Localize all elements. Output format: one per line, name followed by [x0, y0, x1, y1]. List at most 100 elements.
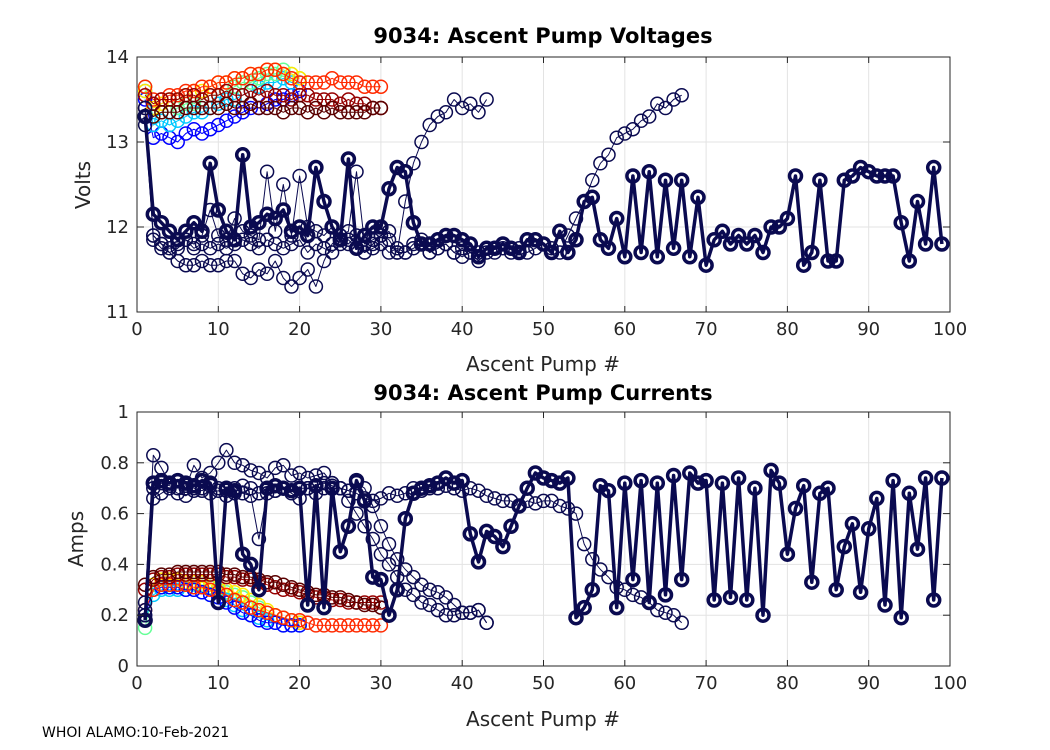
voltage-data-point	[479, 92, 494, 107]
current-data-point	[194, 564, 210, 580]
voltage-data-point	[299, 227, 316, 244]
current-data-point	[844, 516, 861, 532]
current-data-point	[251, 531, 267, 547]
voltage-data-point	[682, 249, 698, 265]
voltage-data-point	[178, 257, 194, 273]
current-data-point	[316, 465, 332, 481]
voltage-data-point	[706, 232, 722, 248]
current-data-point	[275, 480, 292, 496]
current-data-point	[170, 572, 185, 587]
current-data-point	[665, 467, 682, 484]
current-data-point	[625, 571, 641, 588]
voltage-data-point	[308, 92, 324, 107]
current-x-tick-label: 90	[857, 673, 880, 694]
current-data-point	[373, 546, 389, 562]
current-data-point	[422, 597, 437, 613]
voltage-data-point	[259, 66, 275, 82]
voltage-data-point	[609, 130, 624, 145]
current-data-point	[446, 607, 462, 623]
current-data-point	[227, 455, 242, 471]
current-data-point	[576, 599, 592, 616]
current-data-point	[333, 618, 348, 633]
current-data-point	[218, 480, 235, 496]
voltage-data-point	[292, 168, 307, 184]
current-data-point	[869, 490, 885, 507]
current-data-point	[137, 612, 153, 629]
voltage-data-point	[405, 214, 422, 231]
voltage-data-point	[202, 79, 218, 94]
voltage-data-point	[194, 223, 210, 240]
current-data-point	[617, 475, 633, 491]
voltage-data-point	[186, 236, 202, 252]
voltage-data-point	[227, 79, 242, 94]
voltage-data-point	[276, 62, 291, 78]
voltage-data-point	[357, 96, 372, 112]
voltage-data-point	[251, 232, 267, 248]
voltage-data-point	[202, 257, 218, 273]
current-data-point	[779, 546, 796, 562]
current-data-point	[722, 589, 739, 606]
voltage-data-point	[227, 100, 242, 116]
voltage-data-point	[251, 262, 267, 277]
current-data-point	[349, 595, 364, 610]
current-data-point	[471, 483, 486, 498]
voltage-data-point	[316, 75, 332, 90]
current-y-axis-label: Amps	[64, 511, 88, 567]
voltage-data-point	[284, 71, 299, 86]
voltage-data-point	[194, 92, 210, 107]
current-data-point	[503, 518, 519, 535]
current-data-point	[836, 538, 853, 555]
current-data-point	[202, 475, 218, 491]
current-x-tick-label: 50	[532, 673, 555, 694]
current-data-point	[909, 541, 926, 557]
voltage-data-point	[267, 62, 283, 78]
voltage-data-point	[292, 270, 307, 286]
current-data-point	[178, 582, 194, 598]
voltage-data-point	[259, 266, 275, 282]
current-x-tick-label: 70	[695, 673, 718, 694]
voltage-data-point	[284, 75, 299, 90]
voltage-data-point	[316, 105, 332, 120]
current-data-point	[543, 472, 560, 489]
voltage-data-point	[243, 75, 259, 90]
voltage-data-point	[219, 96, 234, 112]
current-data-point	[795, 477, 812, 494]
voltage-data-point	[511, 244, 527, 261]
voltage-data-point	[194, 83, 210, 99]
current-data-point	[413, 480, 430, 496]
current-data-point	[243, 592, 259, 608]
current-data-point	[925, 592, 942, 608]
current-data-point	[657, 587, 674, 603]
voltage-data-point	[137, 100, 153, 116]
current-data-point	[226, 482, 243, 499]
voltage-data-point	[617, 126, 633, 141]
voltage-y-tick-label: 13	[106, 132, 129, 153]
voltage-data-point	[235, 100, 250, 116]
current-data-point	[430, 585, 446, 600]
current-data-point	[568, 609, 584, 626]
current-data-point	[267, 477, 283, 494]
current-data-point	[641, 594, 657, 611]
current-data-point	[901, 485, 918, 502]
voltage-data-point	[471, 105, 486, 120]
voltage-data-point	[251, 214, 267, 231]
voltage-data-point	[186, 83, 202, 99]
current-data-point	[739, 592, 755, 608]
voltage-data-point	[194, 100, 210, 116]
current-data-point	[422, 582, 437, 598]
voltage-data-point	[381, 181, 397, 197]
current-x-tick-label: 60	[613, 673, 636, 694]
voltage-data-point	[137, 108, 153, 125]
current-data-point	[690, 475, 706, 491]
voltage-data-point	[194, 126, 210, 141]
voltage-data-point	[169, 232, 186, 248]
voltage-data-point	[357, 105, 372, 120]
current-data-point	[730, 470, 747, 486]
voltage-data-point	[308, 159, 324, 176]
voltage-data-point	[324, 245, 340, 260]
voltage-data-point	[308, 279, 324, 294]
current-data-point	[235, 458, 250, 473]
current-data-point	[584, 582, 601, 598]
voltage-data-point	[722, 236, 739, 252]
voltage-data-point	[276, 71, 291, 86]
